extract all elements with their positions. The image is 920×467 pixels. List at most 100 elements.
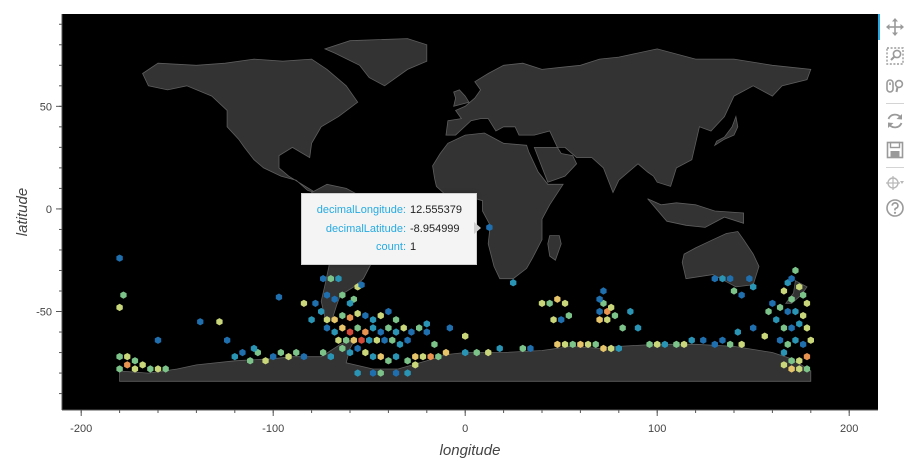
hexbin xyxy=(423,328,430,336)
hexbin xyxy=(538,299,546,307)
box-zoom-icon xyxy=(886,47,904,65)
hexbin xyxy=(323,291,331,299)
hexbin xyxy=(162,365,169,373)
hexbin-layer xyxy=(116,223,814,377)
landmass-japan xyxy=(713,115,739,147)
hexbin xyxy=(385,357,392,365)
hover-tool-button[interactable] xyxy=(884,172,906,194)
hexbin xyxy=(124,353,131,361)
hexbin xyxy=(803,365,811,373)
hexbin xyxy=(596,307,603,316)
hexbin xyxy=(788,324,795,332)
hexbin xyxy=(300,299,308,307)
hexbin xyxy=(124,361,131,369)
landmass-madagascar xyxy=(547,235,562,261)
hexbin xyxy=(807,336,814,344)
hexbin xyxy=(473,348,480,357)
hexbin xyxy=(765,307,772,316)
axes: -200 -100 0 100 200 50 0 -50 longitude latitude xyxy=(14,14,878,459)
hexbin xyxy=(776,336,784,344)
hexbin xyxy=(300,353,308,361)
hexbin xyxy=(727,340,734,348)
hexbin xyxy=(554,295,561,303)
hexbin xyxy=(239,348,246,357)
tooltip-row-longitude: decimalLongitude: 12.555379 xyxy=(302,204,476,220)
hexbin xyxy=(746,275,753,283)
hexbin xyxy=(423,320,430,328)
hexbin xyxy=(462,332,469,340)
hexbin xyxy=(331,316,338,324)
hexbin xyxy=(343,336,350,344)
hexbin xyxy=(354,324,361,332)
reset-tool-button[interactable] xyxy=(884,110,906,132)
hexbin xyxy=(362,328,369,336)
hexbin xyxy=(561,299,569,307)
hexbin xyxy=(416,324,423,332)
hexbin xyxy=(331,295,338,303)
hexbin xyxy=(627,307,634,316)
hexbin xyxy=(154,336,162,344)
help-icon xyxy=(886,199,904,217)
hexbin xyxy=(719,275,726,283)
tooltip-value-count: 1 xyxy=(410,241,417,253)
box-zoom-tool-button[interactable] xyxy=(884,45,906,67)
hexbin xyxy=(335,336,342,344)
hexbin xyxy=(120,291,127,299)
hexbin xyxy=(312,299,319,307)
hexbin xyxy=(761,332,768,340)
hexbin xyxy=(661,340,668,348)
hexbin xyxy=(362,348,369,357)
landmass-australia xyxy=(681,231,760,288)
hexbin xyxy=(412,353,419,361)
hexbin xyxy=(734,328,741,336)
hexbin xyxy=(550,316,557,324)
toolbar-divider xyxy=(886,103,904,104)
hexbin xyxy=(634,324,642,332)
hexbin xyxy=(608,303,615,312)
hexbin xyxy=(546,299,553,307)
hexbin xyxy=(346,299,354,307)
hexbin xyxy=(377,353,384,361)
hexbin xyxy=(385,324,392,332)
hexbin xyxy=(486,223,493,231)
hexbin xyxy=(784,340,791,348)
pan-tool-button[interactable] xyxy=(884,16,906,38)
landmass-europe-asia xyxy=(445,48,812,194)
hexbin xyxy=(569,340,576,348)
hexbin xyxy=(446,324,453,332)
hexbin xyxy=(561,340,569,348)
help-tool-button[interactable] xyxy=(884,197,906,219)
hexbin xyxy=(377,369,384,377)
hexbin xyxy=(285,353,292,361)
hexbin xyxy=(116,303,123,312)
hexbin xyxy=(673,340,680,348)
hexbin xyxy=(339,344,346,353)
hexbin xyxy=(435,353,442,361)
y-axis-title: latitude xyxy=(14,188,31,236)
hexbin xyxy=(519,344,526,353)
tooltip-value-longitude: 12.555379 xyxy=(410,204,462,216)
tooltip-pointer xyxy=(474,222,481,234)
tooltip-row-count: count: 1 xyxy=(302,241,476,257)
hexbin xyxy=(485,348,492,357)
hexbin xyxy=(116,365,123,373)
landmass-greenland xyxy=(323,38,428,87)
tooltip-key-longitude: decimalLongitude: xyxy=(316,204,406,216)
x-tick-label: 0 xyxy=(462,423,468,435)
hexbin xyxy=(615,344,622,353)
hexbin xyxy=(788,357,795,365)
hexbin xyxy=(780,324,788,332)
hexbin xyxy=(369,316,377,324)
save-tool-button[interactable] xyxy=(884,139,906,161)
hexbin xyxy=(216,318,223,326)
x-tick-label: 200 xyxy=(840,423,858,435)
hexbin xyxy=(346,314,354,322)
hexbin xyxy=(750,283,757,291)
tooltip-value-latitude: -8.954999 xyxy=(410,223,460,235)
hexbin xyxy=(224,336,231,344)
landmass-uk xyxy=(453,89,470,107)
hexbin xyxy=(803,299,811,307)
wheel-zoom-tool-button[interactable] xyxy=(884,75,906,97)
save-icon xyxy=(886,141,904,159)
